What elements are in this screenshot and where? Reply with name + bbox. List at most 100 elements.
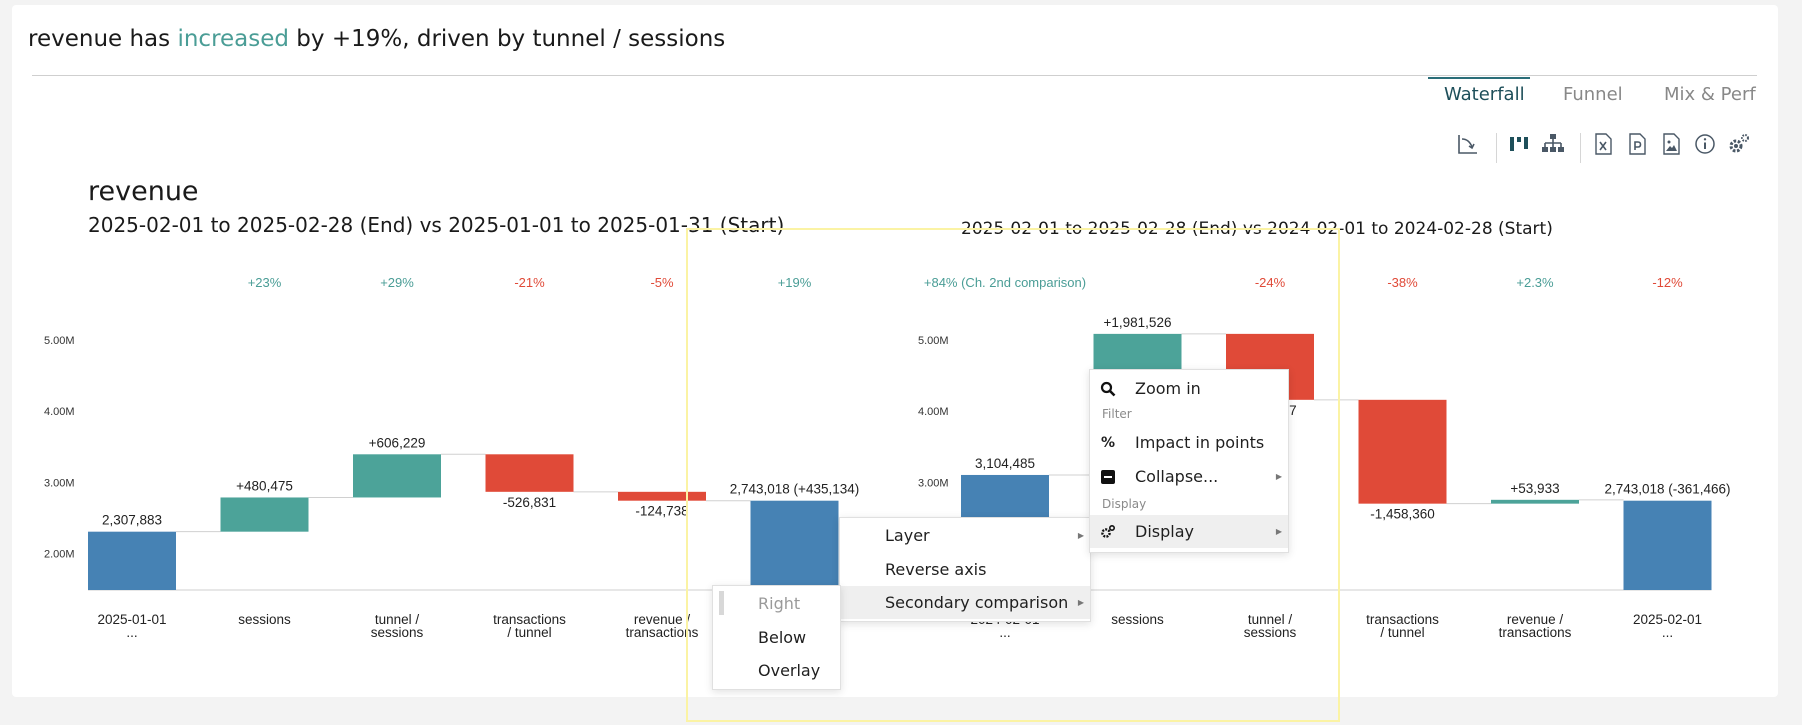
percent-label: +19%	[778, 275, 812, 290]
waterfall-bar	[353, 454, 441, 498]
data-label: 2,743,018 (+435,134)	[730, 482, 859, 497]
active-tab-indicator	[1428, 77, 1530, 79]
data-label: +1,981,526	[1104, 315, 1172, 330]
menu-item-label: Collapse...	[1135, 467, 1219, 486]
headline-keyword: increased	[177, 26, 289, 52]
waterfall-icon[interactable]	[1507, 132, 1531, 156]
submenu-scroll-indicator	[719, 591, 724, 615]
category-label: revenue / transactions	[1499, 612, 1572, 640]
chart-context-menu: Layer ▶ Reverse axis Secondary comparison…	[839, 517, 1091, 622]
data-label: 2,743,018 (-361,466)	[1604, 482, 1730, 497]
chart-title: revenue	[88, 176, 199, 207]
menu-item-label: Reverse axis	[885, 560, 987, 579]
data-label: +606,229	[369, 435, 426, 450]
menu-item-display[interactable]: Display ▶	[1090, 515, 1288, 548]
menu-item-label: Display	[1135, 522, 1194, 541]
tab-funnel[interactable]: Funnel	[1563, 84, 1623, 105]
percent-label: -38%	[1387, 275, 1418, 290]
secondary-comparison-submenu: Right Below Overlay	[712, 585, 841, 690]
powerpoint-export-icon[interactable]	[1625, 132, 1649, 156]
menu-item-layer[interactable]: Layer ▶	[840, 519, 1090, 552]
waterfall-bar	[750, 500, 839, 590]
search-icon	[1100, 381, 1116, 397]
percent-icon: %	[1100, 434, 1116, 451]
line-chart-icon[interactable]	[1456, 132, 1480, 156]
category-label: sessions	[1111, 612, 1164, 627]
y-tick-label: 5.00M	[44, 335, 75, 347]
y-tick-label: 4.00M	[44, 406, 75, 418]
toolbar-separator	[1580, 133, 1581, 163]
headline-prefix: revenue has	[28, 26, 178, 52]
category-label: 2025-02-01...	[1633, 612, 1702, 640]
percent-label: +29%	[380, 275, 414, 290]
chevron-right-icon: ▶	[1077, 598, 1084, 607]
menu-item-collapse[interactable]: Collapse... ▶	[1090, 460, 1288, 493]
category-label: 2025-01-01...	[97, 612, 166, 640]
category-label: revenue / transactions	[626, 612, 699, 640]
category-label: tunnel / sessions	[371, 612, 424, 640]
chevron-right-icon: ▶	[1275, 472, 1282, 481]
waterfall-bar	[88, 531, 176, 590]
chevron-right-icon: ▶	[1275, 527, 1282, 536]
category-label: tunnel / sessions	[1244, 612, 1297, 640]
percent-label: -5%	[650, 275, 674, 290]
menu-item-reverse-axis[interactable]: Reverse axis	[840, 553, 1090, 586]
y-tick-label: 2.00M	[44, 549, 75, 561]
waterfall-bar	[618, 491, 706, 501]
data-label: +53,933	[1510, 481, 1559, 496]
menu-item-label: Layer	[885, 526, 930, 545]
waterfall-bar	[1358, 399, 1447, 504]
y-tick-label: 5.00M	[918, 335, 949, 347]
category-label: sessions	[238, 612, 291, 627]
menu-item-label: Right	[758, 594, 801, 613]
chevron-right-icon: ▶	[1077, 531, 1084, 540]
hierarchy-icon[interactable]	[1541, 132, 1565, 156]
data-label: -124,738	[635, 504, 688, 519]
data-label: -1,458,360	[1370, 507, 1435, 522]
bar-context-menu: Zoom in Filter % Impact in points Collap…	[1089, 369, 1289, 553]
menu-item-label: Overlay	[758, 661, 821, 680]
y-tick-label: 3.00M	[918, 477, 949, 489]
image-export-icon[interactable]	[1659, 132, 1683, 156]
settings-icon[interactable]	[1727, 132, 1751, 156]
divider	[32, 75, 1757, 76]
menu-item-label: Zoom in	[1135, 379, 1201, 398]
menu-section-filter: Filter	[1102, 407, 1132, 421]
y-tick-label: 3.00M	[44, 477, 75, 489]
headline-suffix: by +19%, driven by tunnel / sessions	[289, 26, 726, 52]
tab-waterfall[interactable]: Waterfall	[1444, 84, 1525, 105]
menu-item-impact-in-points[interactable]: % Impact in points	[1090, 426, 1288, 459]
percent-label: +23%	[248, 275, 282, 290]
collapse-icon	[1100, 469, 1116, 485]
waterfall-bar	[485, 454, 574, 492]
submenu-item-overlay[interactable]: Overlay	[713, 654, 840, 687]
data-label: -526,831	[503, 495, 556, 510]
submenu-item-below[interactable]: Below	[713, 621, 840, 654]
percent-label: -12%	[1652, 275, 1683, 290]
percent-label: -24%	[1255, 275, 1286, 290]
y-tick-label: 4.00M	[918, 406, 949, 418]
percent-label: +2.3%	[1516, 275, 1554, 290]
waterfall-bar	[220, 497, 309, 532]
category-label: transactions / tunnel	[493, 612, 566, 640]
percent-label: +84% (Ch. 2nd comparison)	[924, 275, 1086, 290]
percent-label: -21%	[514, 275, 545, 290]
submenu-item-right[interactable]: Right	[713, 587, 840, 620]
waterfall-bar	[1491, 499, 1579, 504]
menu-item-label: Impact in points	[1135, 433, 1265, 452]
menu-section-display: Display	[1102, 497, 1147, 511]
menu-item-label: Secondary comparison	[885, 593, 1069, 612]
menu-item-label: Below	[758, 628, 807, 647]
data-label: 2,307,883	[102, 513, 162, 528]
toolbar-separator	[1496, 133, 1497, 163]
tab-mix-perf[interactable]: Mix & Perf	[1664, 84, 1756, 105]
info-icon[interactable]	[1693, 132, 1717, 156]
menu-item-zoom-in[interactable]: Zoom in	[1090, 372, 1288, 405]
excel-export-icon[interactable]	[1591, 132, 1615, 156]
category-label: transactions / tunnel	[1366, 612, 1439, 640]
headline: revenue has increased by +19%, driven by…	[28, 26, 725, 52]
gear-icon	[1100, 524, 1116, 540]
chart-subtitle: 2025-02-01 to 2025-02-28 (End) vs 2025-0…	[88, 213, 785, 237]
data-label: 3,104,485	[975, 456, 1035, 471]
menu-item-secondary-comparison[interactable]: Secondary comparison ▶	[840, 586, 1090, 619]
